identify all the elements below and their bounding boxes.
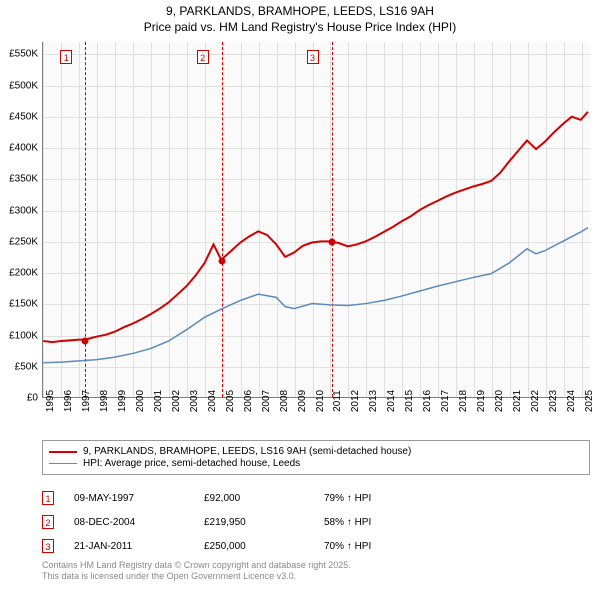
sale-date: 09-MAY-1997 [74,493,184,504]
xtick-label: 2001 [153,390,164,412]
sale-price: £219,950 [204,517,304,528]
legend-swatch-hpi [49,463,77,464]
xtick-label: 2018 [458,390,469,412]
xtick-label: 2014 [386,390,397,412]
sale-date: 21-JAN-2011 [74,541,184,552]
xtick-label: 2020 [494,390,505,412]
sales-table: 1 09-MAY-1997 £92,000 79% ↑ HPI 2 08-DEC-2004… [42,486,590,558]
xtick-label: 2013 [368,390,379,412]
xtick-label: 2019 [476,390,487,412]
xtick-label: 2000 [135,390,146,412]
sale-pct: 79% ↑ HPI [324,493,434,504]
ytick-label: £0 [27,393,38,404]
xtick-label: 2006 [243,390,254,412]
event-marker: 1 [60,50,72,64]
xtick-label: 2004 [207,390,218,412]
ytick-label: £450K [9,111,38,122]
sale-marker: 2 [42,515,54,529]
xtick-label: 2024 [566,390,577,412]
xtick-label: 1998 [99,390,110,412]
xtick-label: 2021 [512,390,523,412]
sale-row: 3 21-JAN-2011 £250,000 70% ↑ HPI [42,534,590,558]
xtick-label: 1996 [63,390,74,412]
sale-price: £92,000 [204,493,304,504]
xtick-label: 2010 [315,390,326,412]
legend-label-hpi: HPI: Average price, semi-detached house,… [83,458,300,469]
sale-row: 1 09-MAY-1997 £92,000 79% ↑ HPI [42,486,590,510]
ytick-label: £250K [9,236,38,247]
line-series-svg [43,42,590,397]
legend-swatch-price-paid [49,451,77,453]
chart-title: 9, PARKLANDS, BRAMHOPE, LEEDS, LS16 9AH … [0,0,600,35]
ytick-label: £350K [9,174,38,185]
ytick-label: £150K [9,299,38,310]
sale-date: 08-DEC-2004 [74,517,184,528]
xtick-label: 2011 [332,390,343,412]
plot-area [42,42,590,398]
sale-pct: 70% ↑ HPI [324,541,434,552]
title-line-2: Price paid vs. HM Land Registry's House … [0,20,600,36]
xtick-label: 2025 [584,390,595,412]
xtick-label: 2022 [530,390,541,412]
sale-dot [82,337,89,344]
series-price_paid [43,112,588,342]
xtick-label: 2007 [261,390,272,412]
legend: 9, PARKLANDS, BRAMHOPE, LEEDS, LS16 9AH … [42,440,590,475]
xtick-label: 2003 [189,390,200,412]
footer: Contains HM Land Registry data © Crown c… [42,560,590,583]
ytick-label: £500K [9,80,38,91]
xtick-label: 2015 [404,390,415,412]
sale-pct: 58% ↑ HPI [324,517,434,528]
xtick-label: 1995 [45,390,56,412]
xtick-label: 2012 [350,390,361,412]
ytick-label: £200K [9,268,38,279]
xtick-label: 2002 [171,390,182,412]
ytick-label: £300K [9,205,38,216]
chart-container: 9, PARKLANDS, BRAMHOPE, LEEDS, LS16 9AH … [0,0,600,590]
ytick-label: £100K [9,330,38,341]
sale-price: £250,000 [204,541,304,552]
sale-dot [328,238,335,245]
sale-marker: 1 [42,491,54,505]
xtick-label: 1999 [117,390,128,412]
legend-item-hpi: HPI: Average price, semi-detached house,… [49,458,583,469]
xtick-label: 2017 [440,390,451,412]
sale-row: 2 08-DEC-2004 £219,950 58% ↑ HPI [42,510,590,534]
ytick-label: £400K [9,143,38,154]
legend-item-price-paid: 9, PARKLANDS, BRAMHOPE, LEEDS, LS16 9AH … [49,446,583,457]
xtick-label: 1997 [81,390,92,412]
xtick-label: 2009 [297,390,308,412]
event-marker: 2 [197,50,209,64]
xtick-label: 2016 [422,390,433,412]
sale-marker: 3 [42,539,54,553]
legend-label-price-paid: 9, PARKLANDS, BRAMHOPE, LEEDS, LS16 9AH … [83,446,411,457]
ytick-label: £50K [15,361,38,372]
xtick-label: 2023 [548,390,559,412]
xtick-label: 2008 [279,390,290,412]
xtick-label: 2005 [225,390,236,412]
ytick-label: £550K [9,49,38,60]
event-marker: 3 [307,50,319,64]
title-line-1: 9, PARKLANDS, BRAMHOPE, LEEDS, LS16 9AH [0,4,600,20]
footer-line-2: This data is licensed under the Open Gov… [42,571,590,582]
footer-line-1: Contains HM Land Registry data © Crown c… [42,560,590,571]
sale-dot [218,257,225,264]
series-hpi [43,228,588,363]
